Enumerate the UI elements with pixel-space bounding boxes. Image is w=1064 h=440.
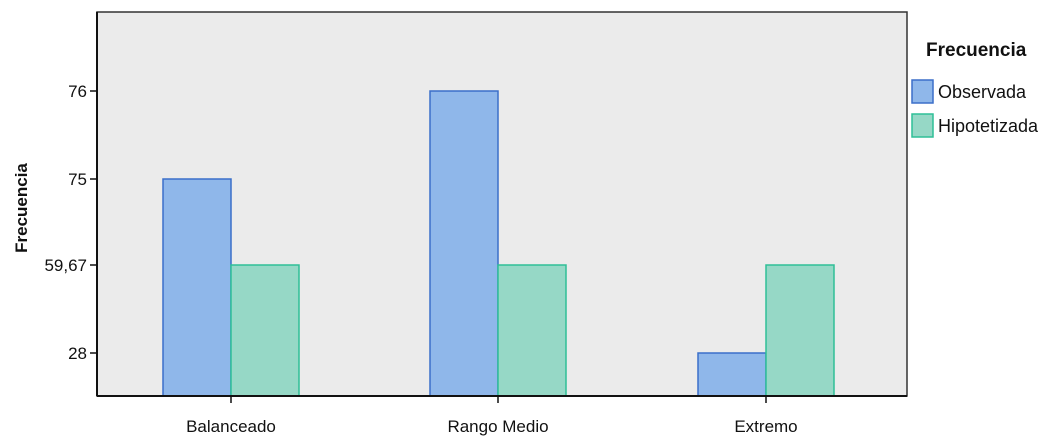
bar-hipotetizada-extremo bbox=[765, 264, 835, 397]
bar-observada-rango-medio bbox=[429, 90, 499, 397]
bar-hipotetizada-rango-medio bbox=[497, 264, 567, 397]
bar-observada-balanceado bbox=[162, 178, 232, 397]
legend-label-hipotetizada: Hipotetizada bbox=[938, 116, 1039, 136]
y-axis-title: Frecuencia bbox=[12, 163, 31, 253]
x-tick-label: Balanceado bbox=[186, 417, 276, 436]
y-tick-label: 59,67 bbox=[44, 256, 87, 275]
y-tick-label: 28 bbox=[68, 344, 87, 363]
y-ticks-group: 76 75 59,67 28 bbox=[44, 82, 97, 363]
y-tick-label: 75 bbox=[68, 170, 87, 189]
x-ticks-group: Balanceado Rango Medio Extremo bbox=[186, 396, 798, 436]
x-tick-label: Extremo bbox=[734, 417, 797, 436]
bars-group bbox=[162, 90, 835, 397]
bar-hipotetizada-balanceado bbox=[230, 264, 300, 397]
legend-label-observada: Observada bbox=[938, 82, 1027, 102]
legend-swatch-observada bbox=[911, 79, 934, 104]
legend: Frecuencia Observada Hipotetizada bbox=[911, 40, 1039, 138]
legend-title: Frecuencia bbox=[926, 40, 1027, 61]
bar-observada-extremo bbox=[697, 352, 767, 397]
y-tick-label: 76 bbox=[68, 82, 87, 101]
x-tick-label: Rango Medio bbox=[447, 417, 548, 436]
legend-swatch-hipotetizada bbox=[911, 113, 934, 138]
